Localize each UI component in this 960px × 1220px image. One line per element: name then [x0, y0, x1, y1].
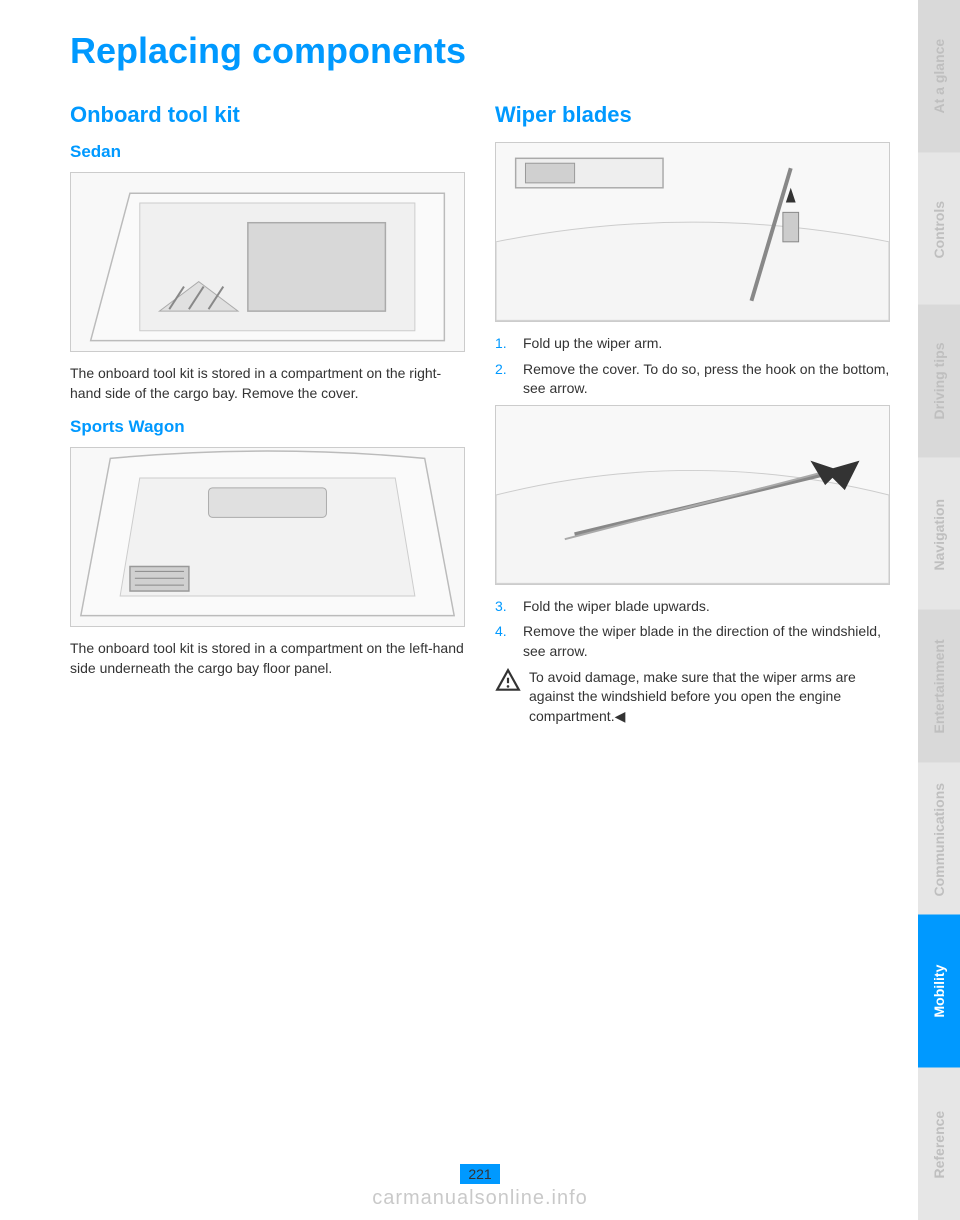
figure-sedan-cargo: [70, 172, 465, 352]
figure-wagon-cargo: [70, 447, 465, 627]
warning-text: To avoid damage, make sure that the wipe…: [529, 668, 890, 727]
warning-triangle-icon: [495, 668, 521, 694]
two-column-layout: Onboard tool kit Sedan The onboard tool …: [70, 102, 890, 726]
page-number: 221: [460, 1164, 499, 1184]
section-heading-tool-kit: Onboard tool kit: [70, 102, 465, 128]
list-number: 1.: [495, 334, 513, 354]
page-content: Replacing components Onboard tool kit Se…: [70, 30, 890, 726]
warning-block: To avoid damage, make sure that the wipe…: [495, 668, 890, 727]
sidebar-tab-at-a-glance[interactable]: At a glance: [918, 0, 960, 153]
page-title: Replacing components: [70, 30, 890, 72]
list-text: Remove the cover. To do so, press the ho…: [523, 360, 890, 399]
list-number: 2.: [495, 360, 513, 399]
list-item-3: 3. Fold the wiper blade upwards.: [495, 597, 890, 617]
list-text: Fold up the wiper arm.: [523, 334, 662, 354]
sedan-text: The onboard tool kit is stored in a comp…: [70, 364, 465, 403]
left-column: Onboard tool kit Sedan The onboard tool …: [70, 102, 465, 726]
sidebar-tab-controls[interactable]: Controls: [918, 153, 960, 306]
sidebar-tab-driving-tips[interactable]: Driving tips: [918, 305, 960, 458]
figure-wiper-2: [495, 405, 890, 585]
list-text: Fold the wiper blade upwards.: [523, 597, 710, 617]
list-number: 3.: [495, 597, 513, 617]
sidebar: At a glance Controls Driving tips Naviga…: [918, 0, 960, 1220]
list-text: Remove the wiper blade in the direction …: [523, 622, 890, 661]
sidebar-tab-navigation[interactable]: Navigation: [918, 458, 960, 611]
figure-wiper-1: [495, 142, 890, 322]
sub-heading-sedan: Sedan: [70, 142, 465, 162]
right-column: Wiper blades 1. Fold up the wiper arm. 2…: [495, 102, 890, 726]
list-item-4: 4. Remove the wiper blade in the directi…: [495, 622, 890, 661]
watermark: carmanualsonline.info: [0, 1187, 960, 1210]
list-item-2: 2. Remove the cover. To do so, press the…: [495, 360, 890, 399]
wagon-text: The onboard tool kit is stored in a comp…: [70, 639, 465, 678]
sidebar-tab-entertainment[interactable]: Entertainment: [918, 610, 960, 763]
section-heading-wiper: Wiper blades: [495, 102, 890, 128]
list-number: 4.: [495, 622, 513, 661]
sidebar-tab-communications[interactable]: Communications: [918, 763, 960, 916]
sidebar-tab-mobility[interactable]: Mobility: [918, 915, 960, 1068]
list-item-1: 1. Fold up the wiper arm.: [495, 334, 890, 354]
sub-heading-wagon: Sports Wagon: [70, 417, 465, 437]
page-number-wrap: 221: [0, 1164, 960, 1184]
